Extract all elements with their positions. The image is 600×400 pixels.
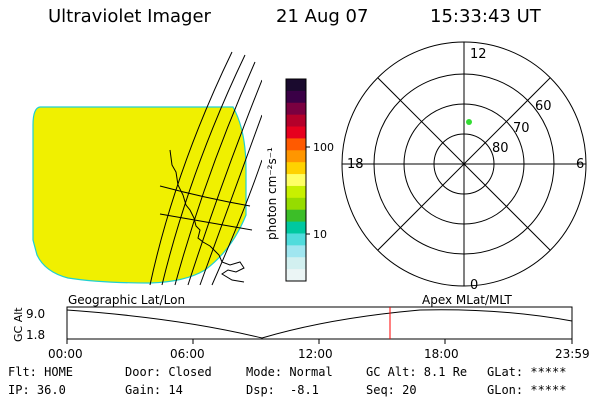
dsp-value: -8.1 (290, 383, 319, 397)
colorbar-cell (286, 162, 306, 175)
colorbar-cell (286, 150, 306, 163)
instrument-title: Ultraviolet Imager (48, 6, 211, 27)
gain-status: Gain: 14 (125, 383, 183, 397)
colorbar-cell (286, 138, 306, 151)
orbit-xtick-0000: 00:00 (48, 347, 83, 361)
colorbar-cell (286, 221, 306, 234)
image-time: 15:33:43 UT (430, 6, 541, 27)
orbit-ylabel: GC Alt (12, 307, 25, 342)
glat-status: GLat: ***** (487, 365, 567, 379)
polar-plot-label: Apex MLat/MLT (422, 293, 512, 307)
geo-map-label: Geographic Lat/Lon (68, 293, 185, 307)
mlt-label-6: 6 (576, 157, 584, 172)
colorbar-cell (286, 197, 306, 211)
colorbar-label-100: 100 (313, 141, 334, 154)
orbit-xtick-0600: 06:00 (170, 347, 205, 361)
colorbar-cell (286, 90, 306, 104)
door-status: Door: Closed (125, 365, 212, 379)
lat-label-60: 60 (535, 99, 552, 114)
colorbar-cell (286, 245, 306, 258)
glon-status: GLon: ***** (487, 383, 567, 397)
colorbar-cells (286, 79, 306, 282)
image-date: 21 Aug 07 (276, 6, 369, 27)
position-marker (466, 119, 472, 125)
mode-status: Mode: Normal (246, 365, 333, 379)
colorbar-cell (286, 126, 306, 139)
geo-grid-lines (149, 51, 262, 286)
ip-status: IP: 36.0 (8, 383, 66, 397)
colorbar-cell (286, 185, 306, 199)
coastline (169, 149, 245, 283)
mlt-label-0: 0 (470, 278, 478, 293)
colorbar-unit-label: photon cm⁻²s⁻¹ (265, 147, 279, 240)
colorbar-cell (286, 114, 306, 128)
colorbar-cell (286, 209, 306, 223)
orbit-xtick-1800: 18:00 (424, 347, 459, 361)
mlt-line-diag-2 (377, 77, 551, 251)
colorbar-cell (286, 269, 306, 282)
sequence-status: Seq: 20 (366, 383, 417, 397)
altitude-curve (66, 309, 573, 339)
flight-status: Flt: HOME (8, 365, 74, 379)
orbit-ytick-min: 1.8 (26, 328, 45, 342)
colorbar-cell (286, 174, 306, 187)
mlt-label-18: 18 (347, 157, 364, 172)
orbit-xtick-2359: 23:59 (555, 347, 590, 361)
colorbar-cell (286, 79, 306, 92)
dsp-label: Dsp: (246, 383, 275, 397)
orbit-ytick-max: 9.0 (26, 307, 45, 321)
lat-label-80: 80 (492, 141, 509, 156)
gc-altitude-status: GC Alt: 8.1 Re (366, 365, 468, 379)
lat-label-70: 70 (513, 121, 530, 136)
orbit-xtick-1200: 12:00 (298, 347, 333, 361)
mlt-label-12: 12 (470, 47, 487, 62)
colorbar-cell (286, 102, 306, 116)
colorbar-cell (286, 257, 306, 270)
colorbar-label-10: 10 (313, 228, 327, 241)
colorbar-cell (286, 233, 306, 246)
